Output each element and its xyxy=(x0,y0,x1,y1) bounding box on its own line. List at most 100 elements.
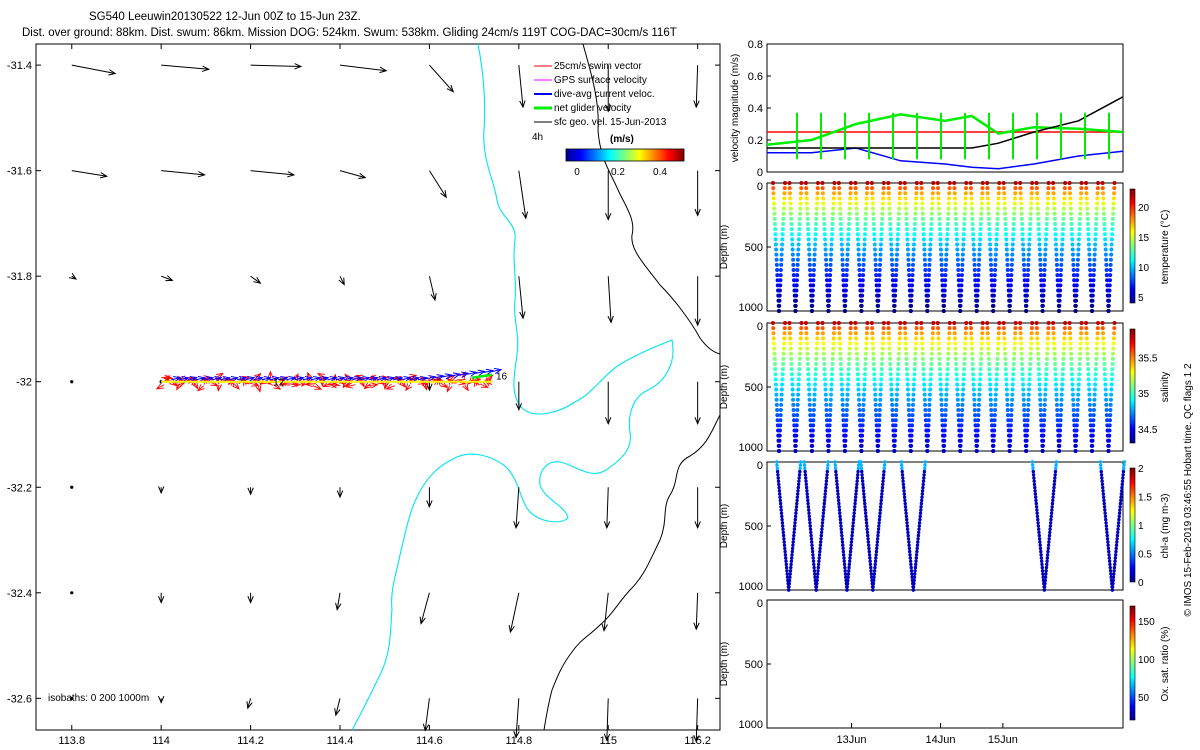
section-point xyxy=(920,196,925,201)
section-point xyxy=(781,527,785,531)
section-point xyxy=(840,402,845,407)
section-point xyxy=(986,201,991,206)
section-point xyxy=(956,273,961,278)
section-point xyxy=(958,438,963,443)
section-point xyxy=(987,227,992,232)
section-point xyxy=(1025,428,1030,433)
section-point xyxy=(903,498,907,503)
section-point xyxy=(1022,278,1027,283)
section-point xyxy=(864,341,869,346)
section-point xyxy=(975,438,980,443)
section-point xyxy=(1094,216,1099,221)
section-point xyxy=(823,392,828,397)
section-point xyxy=(823,382,828,387)
section-point xyxy=(841,418,846,423)
section-point xyxy=(918,511,923,515)
surface-geostrophic-vectors xyxy=(68,63,701,744)
section-point xyxy=(861,262,866,267)
sfc-vector-head xyxy=(422,723,430,732)
section-point xyxy=(822,232,827,237)
section-point xyxy=(839,524,843,528)
section-point xyxy=(1037,387,1042,392)
section-point xyxy=(906,252,911,257)
section-point xyxy=(837,331,842,336)
section-point xyxy=(928,242,933,247)
section-point xyxy=(1067,321,1072,325)
section-point xyxy=(1068,336,1073,341)
sfc-vector-head xyxy=(694,318,701,327)
section-point xyxy=(1111,351,1116,356)
section-point xyxy=(930,196,935,201)
section-point xyxy=(914,559,918,563)
section-point xyxy=(919,191,924,196)
section-point xyxy=(1036,527,1041,531)
section-point xyxy=(1054,460,1059,464)
section-point xyxy=(977,382,982,387)
section-point xyxy=(909,303,914,308)
section-point xyxy=(1070,247,1075,252)
section-point xyxy=(818,546,822,551)
section-point xyxy=(848,556,852,560)
section-point xyxy=(1108,569,1113,573)
section-point xyxy=(1055,273,1060,278)
section-point xyxy=(895,232,900,237)
section-point xyxy=(1043,257,1048,262)
sfc-vector-head xyxy=(603,733,611,742)
section-point xyxy=(1084,191,1089,196)
swim-vector-head xyxy=(329,382,338,389)
section-point xyxy=(1102,498,1106,503)
section-point xyxy=(1092,402,1097,407)
section-point xyxy=(922,257,927,262)
section-point xyxy=(1101,351,1106,356)
section-point xyxy=(804,485,809,490)
section-point xyxy=(1019,341,1024,346)
section-point xyxy=(1027,372,1032,377)
section-point xyxy=(810,293,815,298)
section-point xyxy=(809,309,814,313)
section-point xyxy=(868,556,872,560)
section-point xyxy=(1038,540,1042,544)
section-point xyxy=(848,196,853,201)
section-point xyxy=(1045,559,1049,563)
section-point xyxy=(854,485,859,490)
section-point xyxy=(824,257,829,262)
section-point xyxy=(853,186,858,191)
section-point xyxy=(823,242,828,247)
section-point xyxy=(853,331,858,336)
section-point xyxy=(1060,237,1065,242)
section-point xyxy=(1076,237,1081,242)
section-point xyxy=(864,201,869,206)
section-point xyxy=(788,569,793,573)
section-point xyxy=(989,413,994,418)
section-point xyxy=(979,341,984,346)
dac-vector xyxy=(384,377,395,381)
section-point xyxy=(1095,341,1100,346)
section-point xyxy=(1039,559,1044,563)
section-point xyxy=(871,211,876,216)
section-point xyxy=(1070,242,1075,247)
section-point xyxy=(1035,341,1040,346)
dac-vector xyxy=(269,377,279,381)
section-y-tick-label: 0 xyxy=(757,460,763,472)
isobath-1000m xyxy=(582,43,721,355)
section-point xyxy=(1104,413,1109,418)
section-point xyxy=(942,433,947,438)
section-point xyxy=(1063,321,1068,325)
section-point xyxy=(1090,438,1095,443)
section-point xyxy=(896,351,901,356)
section-point xyxy=(1010,257,1015,262)
section-point xyxy=(1108,397,1113,402)
section-point xyxy=(1003,227,1008,232)
section-point xyxy=(917,521,922,525)
section-point xyxy=(785,569,789,573)
section-point xyxy=(920,216,925,221)
section-point xyxy=(1020,367,1025,372)
section-y-tick-label: 500 xyxy=(745,659,763,671)
section-point xyxy=(804,482,809,487)
section-point xyxy=(1038,262,1043,267)
swim-vector-head xyxy=(370,382,379,389)
section-point xyxy=(989,278,994,283)
section-point xyxy=(980,191,985,196)
section-point xyxy=(875,309,880,313)
section-point xyxy=(915,546,919,551)
